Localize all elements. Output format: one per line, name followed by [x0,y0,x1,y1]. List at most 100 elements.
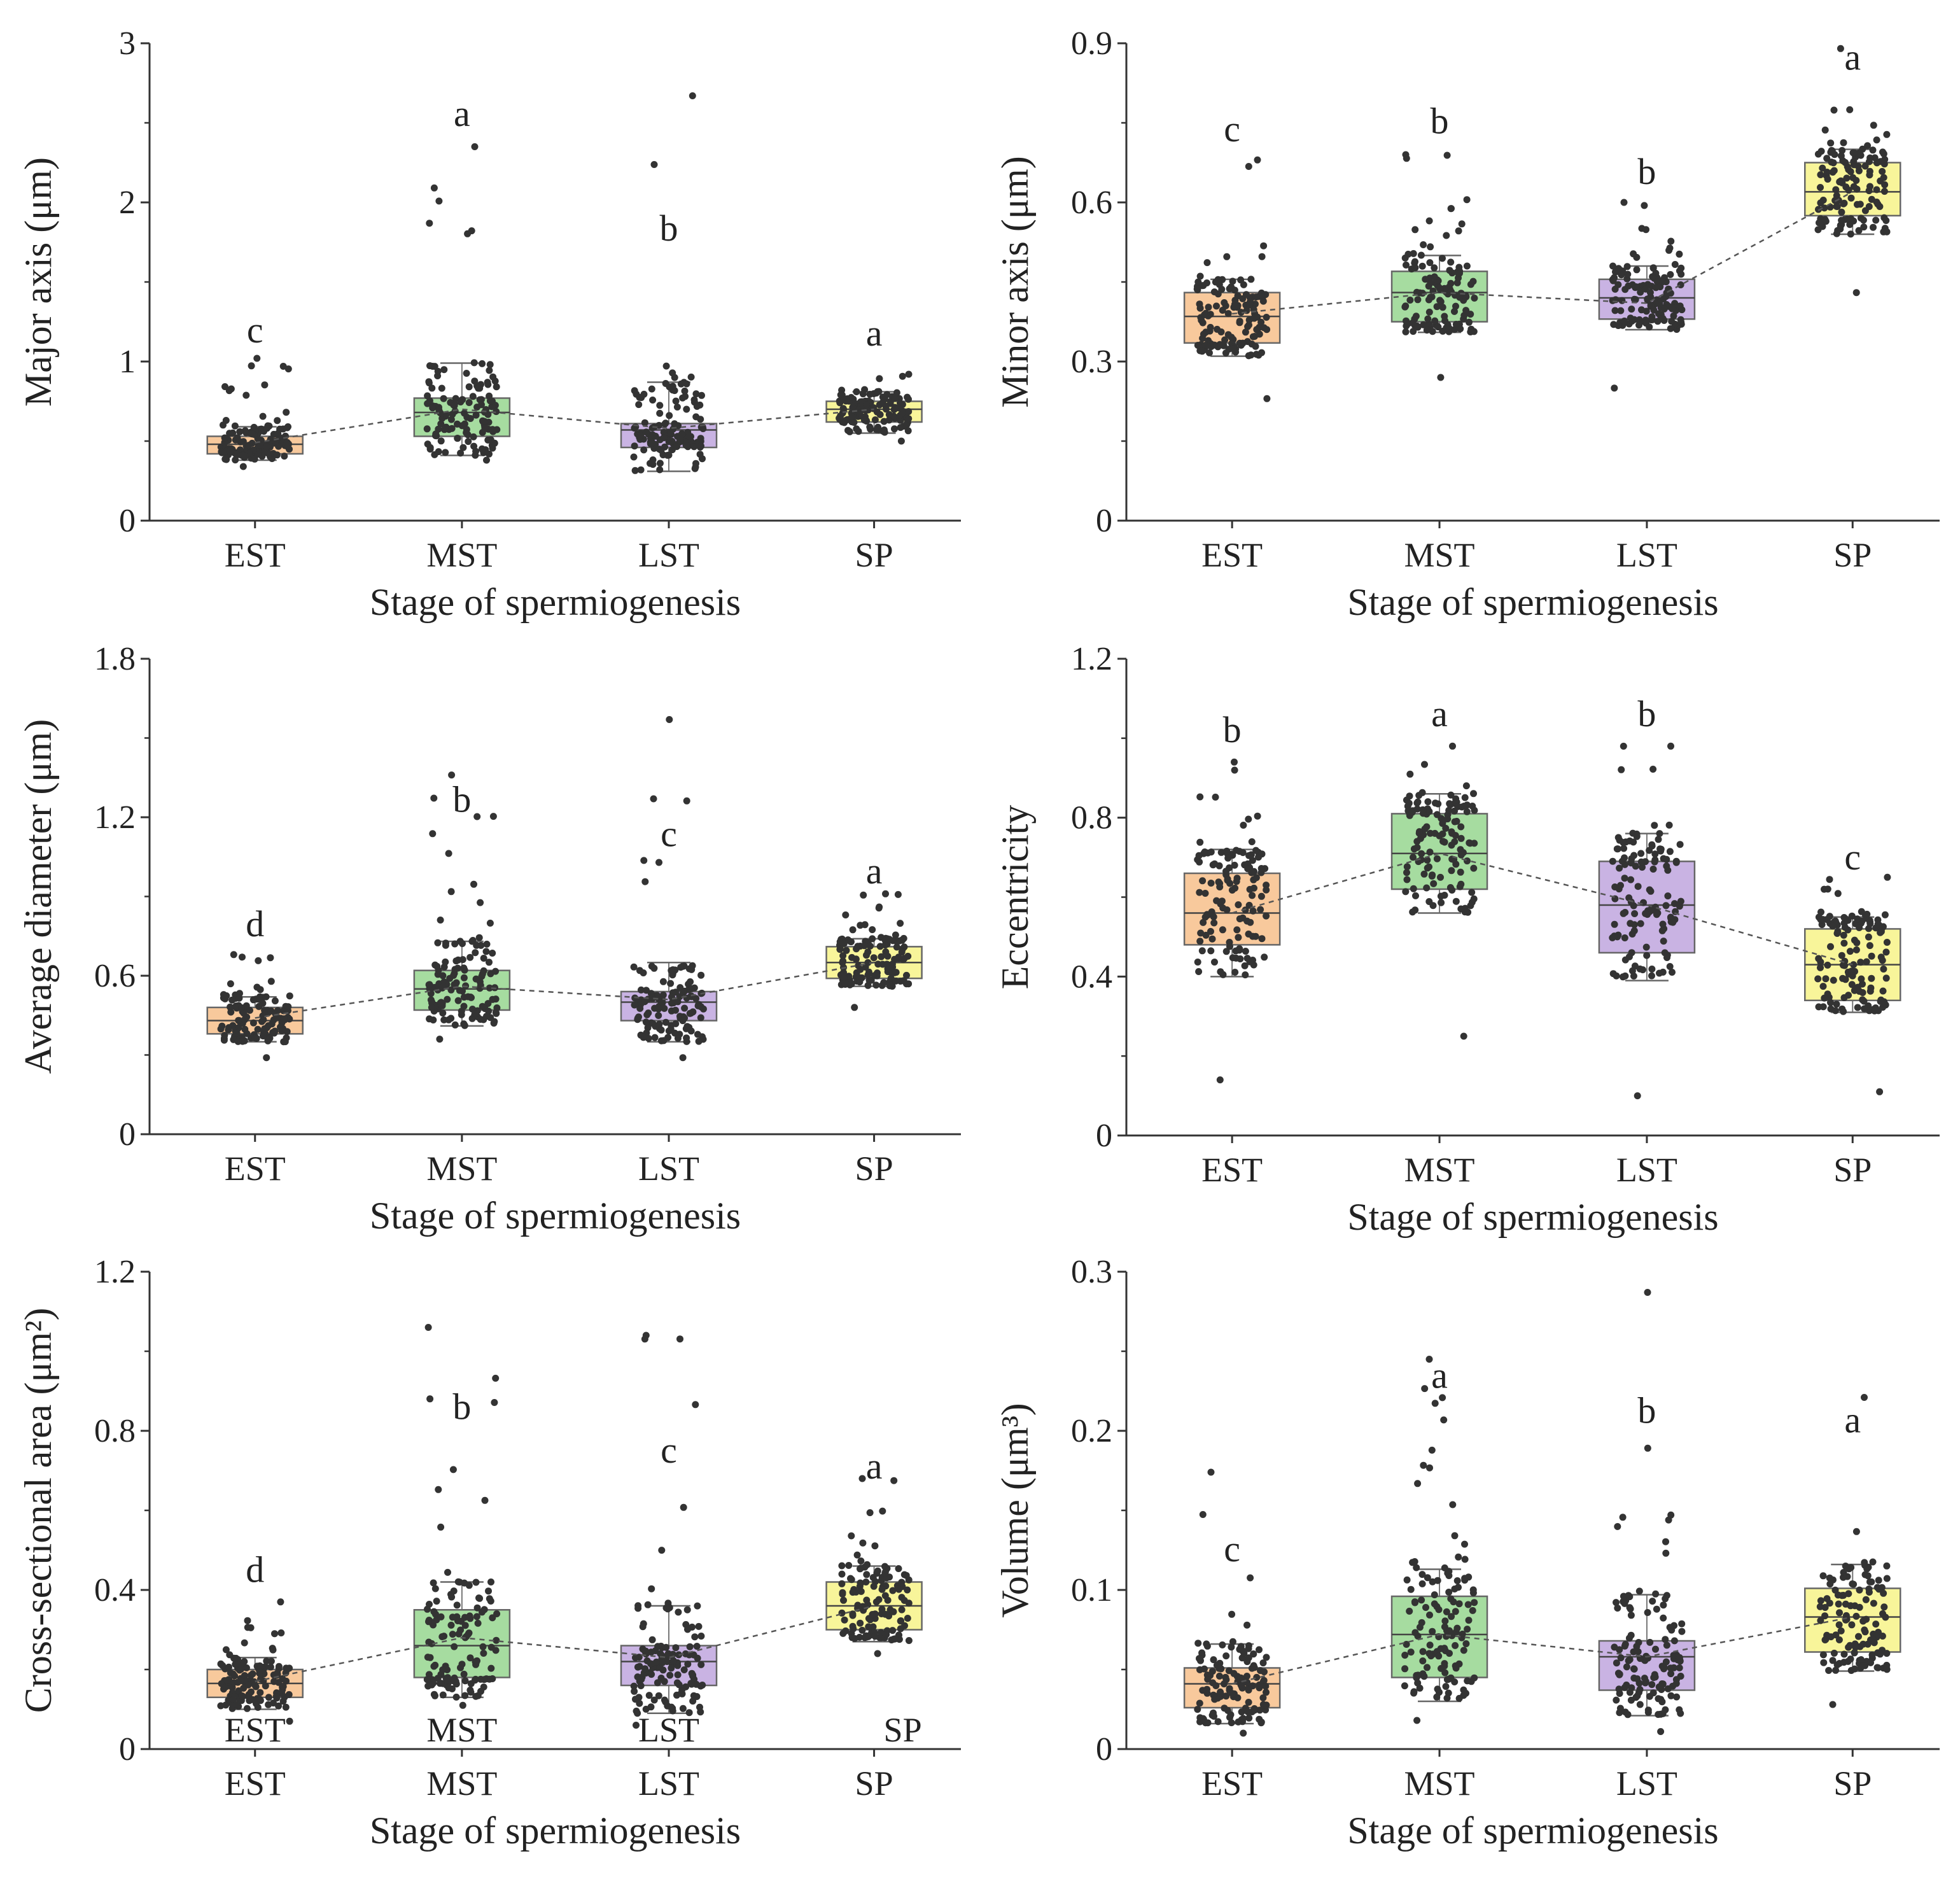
data-point [1877,158,1884,165]
data-point [425,1618,432,1626]
data-point [1817,148,1825,155]
data-point [1467,311,1474,318]
data-point [437,999,444,1007]
data-point [1403,261,1410,269]
data-point [632,1696,639,1703]
data-point [283,439,291,446]
x-tick-label-lst: LST [1616,536,1677,574]
data-point [898,948,906,956]
data-point [1206,349,1213,356]
data-point [1854,915,1861,923]
data-point [1210,341,1218,349]
data-point [1222,871,1230,878]
data-point [682,1650,689,1657]
data-point [470,359,478,367]
data-point [1434,1577,1441,1584]
data-point [1856,200,1864,208]
data-point [1817,1597,1824,1605]
significance-letter: a [866,1445,883,1487]
data-point [1677,1673,1684,1680]
data-point [899,372,906,380]
data-point [837,412,844,419]
data-point [1261,953,1268,961]
data-point [1659,314,1667,322]
data-point [1833,202,1840,210]
data-point [852,955,860,963]
data-point [892,969,900,976]
data-point [1256,1681,1263,1689]
data-point [857,1587,865,1595]
data-point [1413,1674,1420,1682]
data-point [1460,1647,1467,1654]
data-point [648,1671,655,1678]
data-point [1252,874,1260,882]
data-point [486,1595,493,1603]
data-point [1453,1577,1461,1584]
data-point [1627,1612,1635,1619]
data-point [1880,188,1888,195]
data-points [423,143,501,464]
data-point [859,1539,867,1547]
data-point [225,387,233,395]
data-point [473,1604,481,1612]
data-point [635,401,643,409]
data-point [234,1678,242,1686]
data-point [1667,1664,1674,1672]
data-point [470,433,477,440]
data-point [1410,885,1417,892]
data-point [274,417,281,425]
data-point [1651,1673,1659,1681]
data-point [1870,223,1877,231]
data-point [1617,882,1624,889]
data-point [683,797,690,805]
data-point [1621,1708,1629,1716]
data-point [435,197,443,205]
data-point [659,978,667,985]
data-point [249,996,257,1004]
y-tick-label: 0.8 [1071,800,1112,836]
data-point [674,1671,682,1678]
data-point [463,429,470,437]
data-point [870,954,878,962]
box-lst [1598,1289,1696,1735]
data-point [425,981,433,988]
data-point [1635,1587,1643,1595]
data-point [283,1677,290,1685]
data-point [1195,852,1203,859]
data-point [1857,959,1865,966]
data-point [1196,1699,1203,1707]
data-point [667,980,675,987]
data-point [1666,1624,1674,1631]
data-point [1229,1690,1236,1698]
data-points [1401,1356,1478,1724]
data-point [1636,1655,1644,1663]
data-point [490,1020,498,1027]
data-point [636,1004,644,1012]
data-point [242,1664,250,1671]
data-point [1231,766,1238,774]
data-point [1235,901,1242,908]
data-point [460,974,468,981]
data-point [1243,1678,1251,1686]
data-point [284,1003,292,1011]
data-point [641,419,648,426]
data-point [849,1622,857,1630]
data-point [1830,976,1837,984]
data-point [1847,215,1855,222]
data-point [1257,865,1265,872]
data-point [889,1587,897,1594]
data-point [693,1693,701,1700]
data-point [428,998,436,1006]
data-point [1852,1612,1860,1620]
data-point [1644,295,1651,303]
data-point [1846,1641,1854,1649]
data-point [1882,974,1890,982]
data-point [1637,920,1644,927]
data-point [1439,838,1446,845]
data-point [430,184,438,192]
data-point [459,1701,466,1709]
data-point [1254,812,1261,820]
data-points [1609,742,1684,1100]
